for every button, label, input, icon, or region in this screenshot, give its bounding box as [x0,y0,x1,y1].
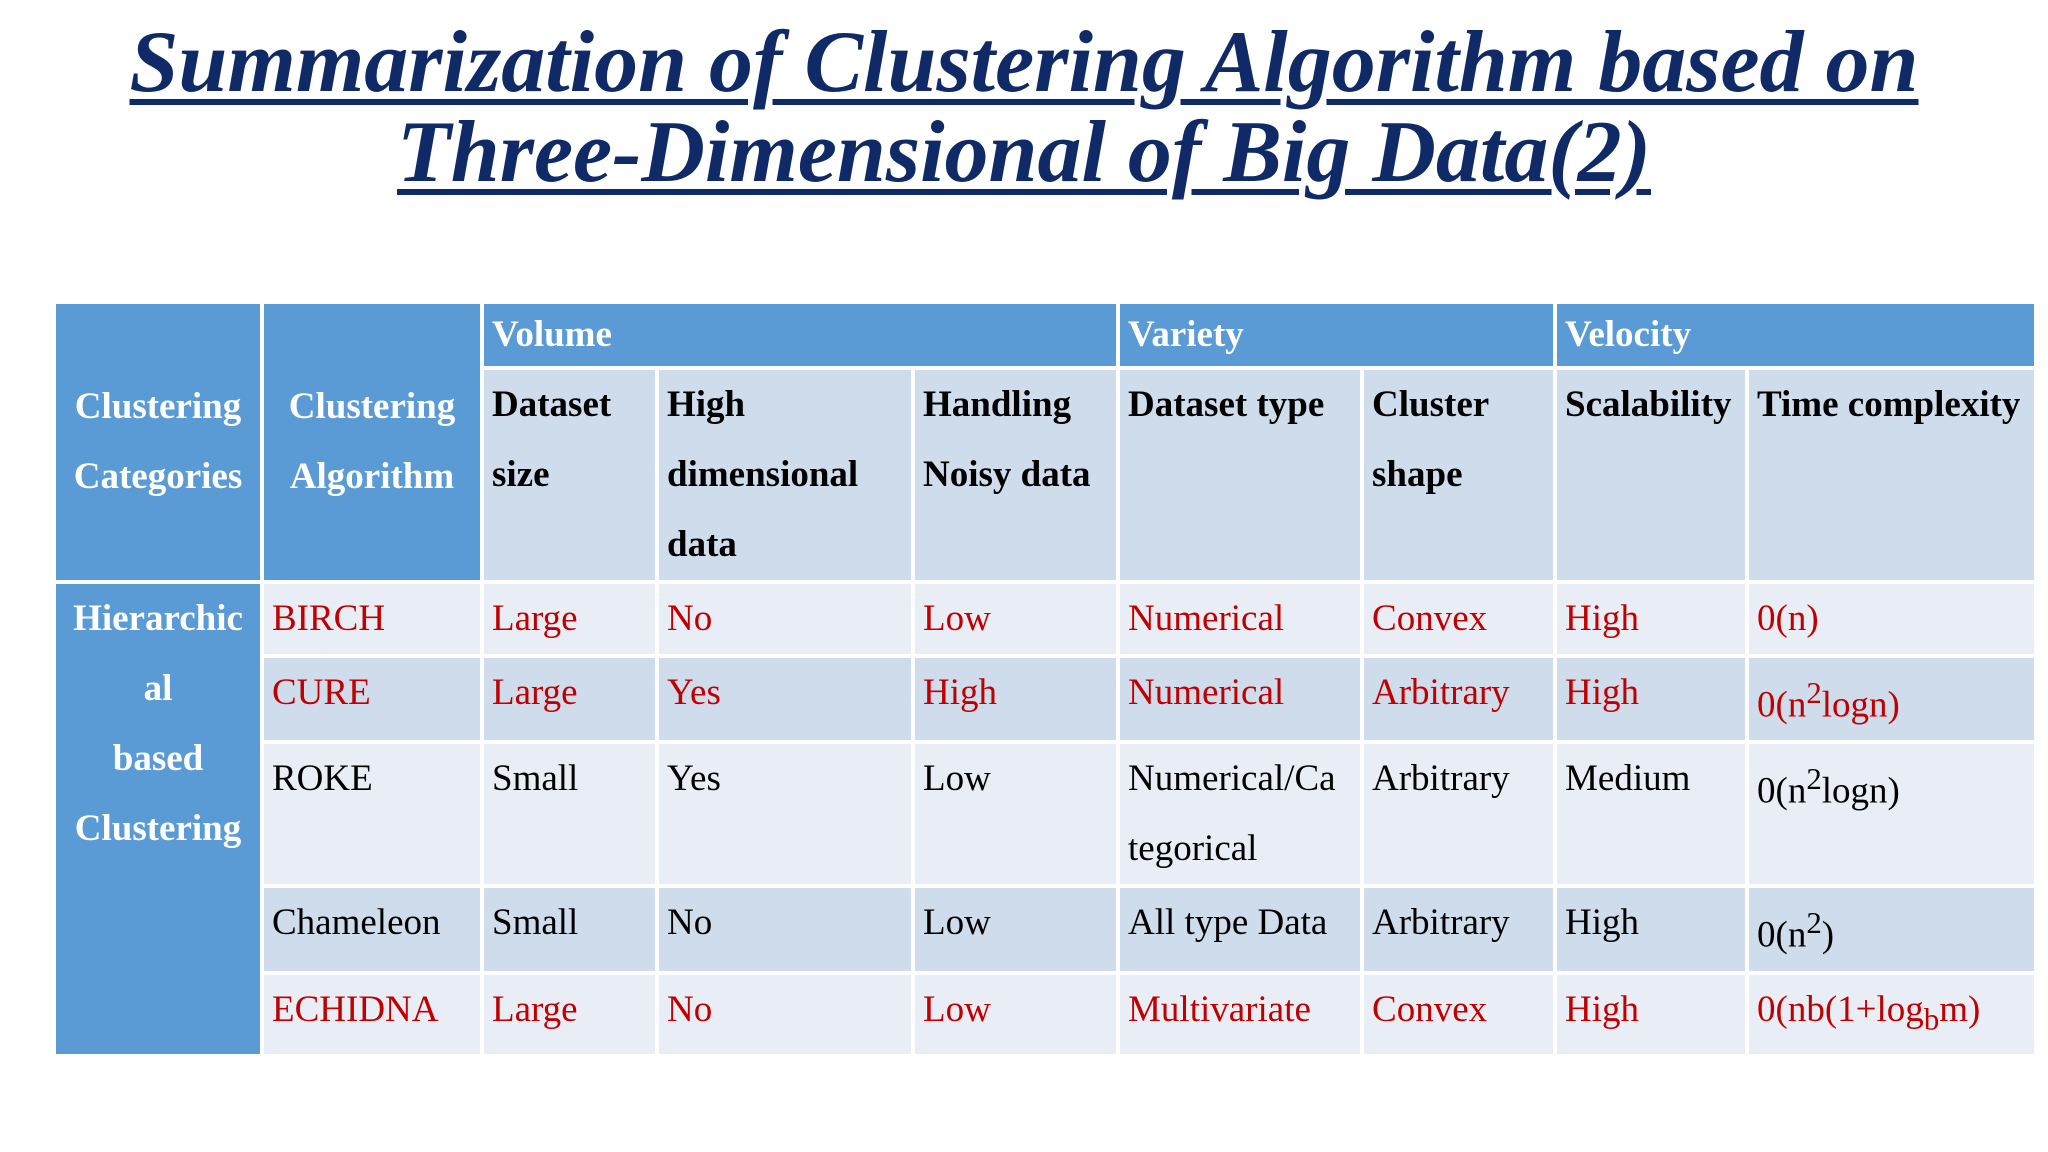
cluster-shape-value: Arbitrary [1360,653,1558,745]
algorithm-name: Chameleon [260,884,484,975]
header-dataset-type: Dataset type [1116,366,1365,584]
scalability-value: High [1553,580,1750,658]
header-time-complexity: Time complexity [1745,366,2039,584]
table-row: Chameleon Small No Low All type Data Arb… [54,884,2039,975]
title-line-1: Summarization of Clustering Algorithm ba… [129,14,1919,111]
dataset-type-value: Numerical/Ca tegorical [1116,740,1365,889]
header-clustering-categories: Clustering Categories [52,300,264,584]
dataset-type-value: Multivariate [1116,970,1365,1059]
header-row-groups: Clustering Categories Clustering Algorit… [52,300,2039,584]
noisy-data-value: Low [910,740,1121,889]
algorithm-name: ECHIDNA [260,970,484,1059]
header-handling-noisy-data: Handling Noisy data [910,366,1121,584]
high-dimensional-value: Yes [655,653,915,745]
table-row: Hierarchic al based Clustering BIRCH Lar… [52,579,2039,1059]
header-group-volume: Volume [479,300,1121,370]
header-scalability: Scalability [1553,366,1750,584]
scalability-value: High [1553,970,1750,1059]
clustering-comparison-table: Clustering Categories Clustering Algorit… [52,300,2039,1059]
header-dataset-size: Dataset size [480,366,659,584]
cluster-shape-value: Convex [1360,580,1558,658]
header-clustering-algorithm: Clustering Algorithm [260,300,484,584]
dataset-size-value: Large [480,580,659,658]
time-complexity-value: 0(nb(1+logbm) [1745,970,2039,1059]
cluster-shape-value: Arbitrary [1360,884,1558,975]
noisy-data-value: Low [910,884,1121,975]
time-complexity-value: 0(n2) [1745,884,2039,975]
cluster-shape-value: Convex [1360,970,1558,1059]
header-row-columns: Dataset size High dimensional data Handl… [54,366,2039,584]
header-group-variety: Variety [1116,300,1558,370]
noisy-data-value: High [910,653,1121,745]
high-dimensional-value: No [655,970,915,1059]
high-dimensional-value: No [655,884,915,975]
category-hierarchical-based-clustering: Hierarchic al based Clustering [52,579,264,1059]
dataset-size-value: Small [480,740,659,889]
table-row: ECHIDNA Large No Low Multivariate Convex… [54,970,2039,1059]
dataset-type-value: Numerical [1116,580,1365,658]
table-row: ROKE Small Yes Low Numerical/Ca tegorical… [54,740,2039,889]
time-complexity-value: 0(n2logn) [1745,653,2039,745]
table-row: CURE Large Yes High Numerical Arbitrary … [54,653,2039,745]
header-group-velocity: Velocity [1553,300,2039,370]
high-dimensional-value: No [655,580,915,658]
dataset-size-value: Small [480,884,659,975]
title-line-2: Three-Dimensional of Big Data(2) [397,104,1651,201]
algorithm-name: CURE [260,653,484,745]
noisy-data-value: Low [910,970,1121,1059]
cluster-shape-value: Arbitrary [1360,740,1558,889]
time-complexity-value: 0(n) [1745,580,2039,658]
dataset-type-value: All type Data [1116,884,1365,975]
dataset-size-value: Large [480,970,659,1059]
time-complexity-value: 0(n2logn) [1745,740,2039,889]
scalability-value: Medium [1553,740,1750,889]
algorithm-name: ROKE [260,740,484,889]
dataset-size-value: Large [480,653,659,745]
dataset-type-value: Numerical [1116,653,1365,745]
header-high-dimensional-data: High dimensional data [655,366,915,584]
slide-title: Summarization of Clustering Algorithm ba… [0,18,2048,198]
scalability-value: High [1553,884,1750,975]
scalability-value: High [1553,653,1750,745]
header-cluster-shape: Cluster shape [1360,366,1558,584]
algorithm-name: BIRCH [260,580,484,658]
noisy-data-value: Low [910,580,1121,658]
high-dimensional-value: Yes [655,740,915,889]
